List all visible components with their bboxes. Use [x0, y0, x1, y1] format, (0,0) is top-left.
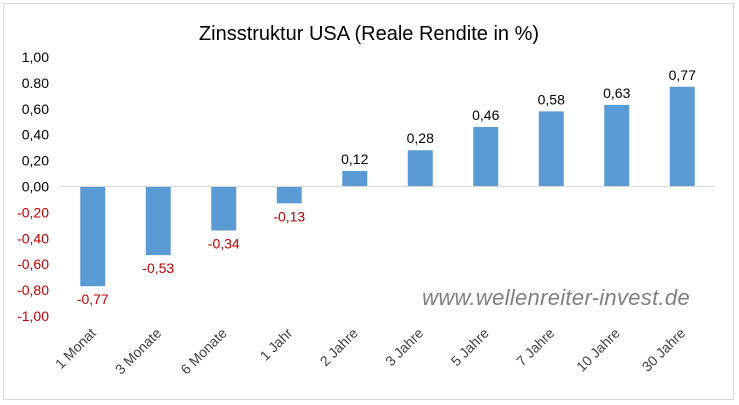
- y-tick-label: 0,00: [22, 179, 49, 195]
- x-tick-label: 7 Jahre: [513, 325, 557, 369]
- data-label: 0,28: [407, 130, 434, 146]
- x-tick-label: 2 Jahre: [317, 325, 361, 369]
- data-label: -0,34: [208, 236, 240, 252]
- x-tick-label: 1 Jahr: [257, 325, 296, 364]
- bar-5-jahre: [473, 126, 499, 187]
- chart-frame: [3, 3, 734, 400]
- y-tick-label: -1,00: [17, 308, 49, 324]
- data-label: 0,58: [538, 91, 565, 107]
- data-label: -0,13: [273, 208, 305, 224]
- y-tick-label: 1,00: [22, 49, 49, 65]
- y-tick-label: 0,60: [22, 101, 49, 117]
- bars-group: [80, 86, 695, 287]
- data-label: -0,53: [142, 260, 174, 276]
- y-tick-label: -0,80: [17, 282, 49, 298]
- bar-3-monate: [145, 186, 171, 256]
- x-tick-label: 6 Monate: [177, 325, 230, 378]
- bar-30-jahre: [669, 86, 695, 187]
- x-tick-label: 3 Jahre: [382, 325, 426, 369]
- data-label: 0,12: [341, 151, 368, 167]
- data-label: 0,46: [472, 107, 499, 123]
- y-tick-label: 0,20: [22, 153, 49, 169]
- y-tick-label: -0,40: [17, 230, 49, 246]
- x-tick-label: 1 Monat: [52, 325, 99, 372]
- x-tick-label: 10 Jahre: [573, 325, 623, 375]
- y-tick-label: -0,20: [17, 204, 49, 220]
- y-tick-label: -0,60: [17, 256, 49, 272]
- data-label: -0,77: [77, 291, 109, 307]
- bar-3-jahre: [407, 150, 433, 187]
- bar-1-jahr: [276, 186, 302, 204]
- y-axis-ticks: 1,00 0.80 0,60 0,40 0,20 0,00 -0,20 -0,40 -0,60 -…: [17, 49, 49, 324]
- x-axis-ticks: 1 Monat 3 Monate 6 Monate 1 Jahr 2 Jahre 3 Ja…: [52, 325, 689, 378]
- x-tick-label: 30 Jahre: [639, 325, 689, 375]
- data-labels-group: -0,77 -0,53 -0,34 -0,13 0,12 0,28 0,46 0,58 0,63…: [77, 67, 696, 307]
- bar-7-jahre: [538, 111, 564, 187]
- x-tick-label: 3 Monate: [112, 325, 165, 378]
- bar-2-jahre: [342, 170, 368, 187]
- data-label: 0,63: [603, 85, 630, 101]
- bar-10-jahre: [604, 104, 630, 187]
- bar-1-monat: [80, 186, 106, 287]
- y-tick-label: 0.80: [22, 75, 49, 91]
- chart-title: Zinsstruktur USA (Reale Rendite in %): [199, 23, 539, 45]
- watermark-text: www.wellenreiter-invest.de: [422, 285, 690, 310]
- bar-6-monate: [211, 186, 237, 231]
- x-tick-label: 5 Jahre: [448, 325, 492, 369]
- y-tick-label: 0,40: [22, 127, 49, 143]
- data-label: 0,77: [669, 67, 696, 83]
